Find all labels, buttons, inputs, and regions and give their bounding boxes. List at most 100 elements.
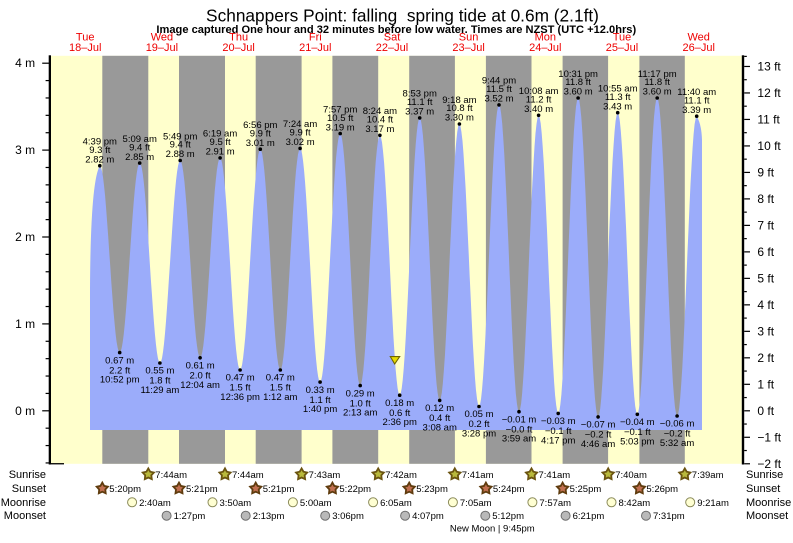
svg-text:Moonset: Moonset xyxy=(4,510,46,522)
svg-text:3:08 am: 3:08 am xyxy=(423,422,457,433)
svg-text:6:19 am: 6:19 am xyxy=(203,129,237,140)
svg-text:5:12pm: 5:12pm xyxy=(492,511,524,522)
svg-text:3:50am: 3:50am xyxy=(220,498,252,509)
svg-text:−0.1 ft: −0.1 ft xyxy=(545,426,572,437)
svg-text:−0.1 ft: −0.1 ft xyxy=(624,427,651,438)
svg-text:−0.03 m: −0.03 m xyxy=(541,416,576,427)
svg-text:Moonset: Moonset xyxy=(746,510,788,522)
svg-text:0.33 m: 0.33 m xyxy=(306,385,335,396)
svg-text:Thu: Thu xyxy=(229,31,248,43)
svg-text:8:42am: 8:42am xyxy=(619,498,651,509)
svg-text:5:03 pm: 5:03 pm xyxy=(620,436,654,447)
svg-text:11:17 pm: 11:17 pm xyxy=(638,69,677,80)
svg-text:5:24pm: 5:24pm xyxy=(493,484,525,495)
svg-text:0.4 ft: 0.4 ft xyxy=(429,413,450,424)
svg-text:1 m: 1 m xyxy=(15,317,35,331)
svg-text:0.61 m: 0.61 m xyxy=(186,361,215,372)
svg-text:3:06pm: 3:06pm xyxy=(332,511,364,522)
svg-text:0.47 m: 0.47 m xyxy=(226,373,255,384)
svg-text:Tue: Tue xyxy=(613,31,632,43)
svg-text:0.55 m: 0.55 m xyxy=(145,366,174,377)
svg-text:10.5 ft: 10.5 ft xyxy=(327,113,354,124)
svg-text:9 ft: 9 ft xyxy=(757,165,774,179)
svg-text:3.37 m: 3.37 m xyxy=(405,107,434,118)
svg-text:2 ft: 2 ft xyxy=(757,351,774,365)
svg-text:2:36 pm: 2:36 pm xyxy=(383,417,417,428)
svg-text:6:21pm: 6:21pm xyxy=(573,511,605,522)
svg-text:0 m: 0 m xyxy=(15,404,35,418)
svg-text:−1 ft: −1 ft xyxy=(757,430,781,444)
svg-text:7:31pm: 7:31pm xyxy=(653,511,685,522)
svg-text:4:39 pm: 4:39 pm xyxy=(83,137,117,148)
svg-text:10 ft: 10 ft xyxy=(757,139,781,153)
svg-text:5:25pm: 5:25pm xyxy=(570,484,602,495)
svg-text:3.30 m: 3.30 m xyxy=(445,113,474,124)
svg-text:11 ft: 11 ft xyxy=(757,112,780,126)
svg-text:8 ft: 8 ft xyxy=(757,192,774,206)
svg-text:Sunset: Sunset xyxy=(12,483,46,495)
svg-text:9:21am: 9:21am xyxy=(697,498,729,509)
svg-text:21–Jul: 21–Jul xyxy=(299,42,331,54)
svg-text:3.40 m: 3.40 m xyxy=(524,104,553,115)
svg-text:Mon: Mon xyxy=(535,31,556,43)
svg-text:5:20pm: 5:20pm xyxy=(109,484,141,495)
svg-text:Sun: Sun xyxy=(459,31,479,43)
svg-text:5:49 pm: 5:49 pm xyxy=(163,131,197,142)
svg-text:3.60 m: 3.60 m xyxy=(564,87,593,98)
svg-text:−0.2 ft: −0.2 ft xyxy=(664,429,691,440)
svg-text:7:05am: 7:05am xyxy=(460,498,492,509)
svg-text:2.2 ft: 2.2 ft xyxy=(109,365,130,376)
svg-text:10.4 ft: 10.4 ft xyxy=(367,115,394,126)
svg-text:9.9 ft: 9.9 ft xyxy=(290,128,311,139)
svg-text:5 ft: 5 ft xyxy=(757,271,774,285)
svg-text:1:40 pm: 1:40 pm xyxy=(303,404,337,415)
svg-text:Sunrise: Sunrise xyxy=(9,469,46,481)
svg-text:Tue: Tue xyxy=(76,31,95,43)
svg-text:9.3 ft: 9.3 ft xyxy=(89,145,110,156)
svg-text:7:41am: 7:41am xyxy=(462,470,494,481)
svg-text:4 ft: 4 ft xyxy=(757,298,774,312)
svg-text:1.0 ft: 1.0 ft xyxy=(350,398,371,409)
svg-text:9.4 ft: 9.4 ft xyxy=(170,140,191,151)
svg-text:4:17 pm: 4:17 pm xyxy=(541,435,575,446)
svg-text:1 ft: 1 ft xyxy=(757,377,774,391)
svg-text:7 ft: 7 ft xyxy=(757,218,774,232)
svg-text:0.6 ft: 0.6 ft xyxy=(389,408,410,419)
svg-text:5:21pm: 5:21pm xyxy=(186,484,218,495)
svg-text:−0.07 m: −0.07 m xyxy=(581,420,616,431)
svg-text:10:31 pm: 10:31 pm xyxy=(558,69,598,80)
svg-text:Moonrise: Moonrise xyxy=(1,497,46,509)
svg-text:7:43am: 7:43am xyxy=(309,470,341,481)
svg-text:3.39 m: 3.39 m xyxy=(682,105,711,116)
svg-text:8:24 am: 8:24 am xyxy=(363,106,397,117)
svg-text:12:04 am: 12:04 am xyxy=(180,380,220,391)
svg-text:23–Jul: 23–Jul xyxy=(452,42,484,54)
svg-text:7:57 pm: 7:57 pm xyxy=(323,104,357,115)
svg-text:11.3 ft: 11.3 ft xyxy=(605,92,631,103)
svg-text:7:24 am: 7:24 am xyxy=(283,119,317,130)
svg-text:1.5 ft: 1.5 ft xyxy=(230,383,251,394)
svg-text:Schnappers Point: falling spr: Schnappers Point: falling spring tide at… xyxy=(206,6,599,26)
svg-text:3.17 m: 3.17 m xyxy=(365,124,394,135)
svg-text:10.8 ft: 10.8 ft xyxy=(446,103,473,114)
svg-text:Sat: Sat xyxy=(384,31,401,43)
svg-text:3 m: 3 m xyxy=(15,143,35,157)
svg-text:Fri: Fri xyxy=(309,31,322,43)
svg-text:Wed: Wed xyxy=(151,31,173,43)
svg-text:−0.2 ft: −0.2 ft xyxy=(585,430,612,441)
svg-text:Sunset: Sunset xyxy=(746,483,780,495)
svg-text:0.67 m: 0.67 m xyxy=(105,355,134,366)
svg-text:1:27pm: 1:27pm xyxy=(174,511,206,522)
svg-text:New Moon | 9:45pm: New Moon | 9:45pm xyxy=(450,524,535,535)
svg-text:5:21pm: 5:21pm xyxy=(263,484,295,495)
svg-text:2.88 m: 2.88 m xyxy=(166,149,195,160)
svg-text:9.4 ft: 9.4 ft xyxy=(129,142,150,153)
svg-text:2:40am: 2:40am xyxy=(139,498,171,509)
svg-text:6:56 pm: 6:56 pm xyxy=(243,120,277,131)
svg-text:18–Jul: 18–Jul xyxy=(69,42,101,54)
svg-text:4:46 am: 4:46 am xyxy=(581,439,615,450)
svg-text:1:12 am: 1:12 am xyxy=(263,392,297,403)
svg-text:5:09 am: 5:09 am xyxy=(123,134,157,145)
svg-text:3.01 m: 3.01 m xyxy=(246,138,275,149)
svg-text:5:23pm: 5:23pm xyxy=(416,484,448,495)
